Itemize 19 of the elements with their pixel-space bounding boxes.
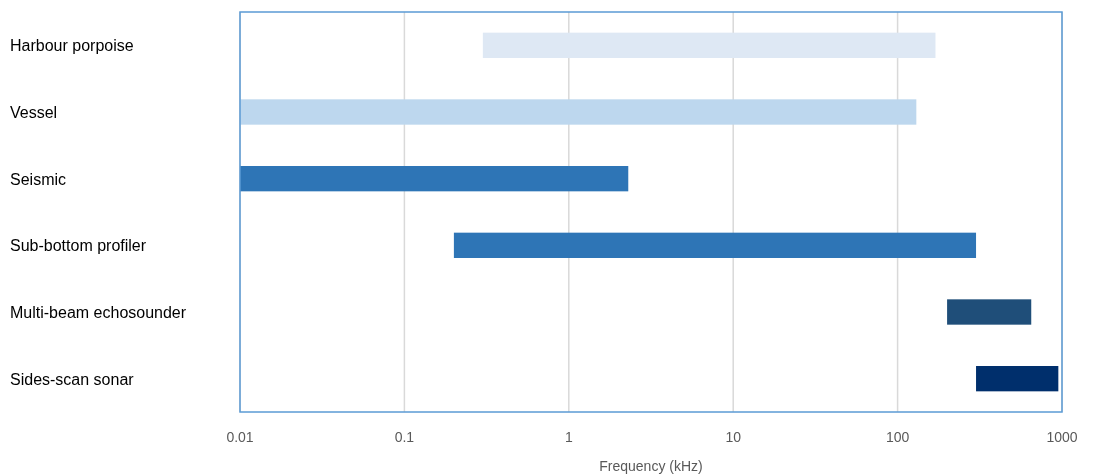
x-tick-label: 0.01 [226, 429, 254, 445]
bar [482, 32, 936, 58]
bar [240, 99, 917, 125]
y-tick-label: Harbour porpoise [10, 37, 134, 55]
y-tick-label: Sub-bottom profiler [10, 237, 147, 255]
y-tick-label: Sides-scan sonar [10, 370, 135, 388]
x-tick-label: 10 [725, 429, 742, 445]
y-tick-label: Vessel [10, 104, 58, 121]
bar [947, 299, 1032, 325]
x-tick-label: 1 [564, 429, 573, 445]
bar [240, 166, 629, 192]
x-tick-label: 0.1 [394, 429, 415, 445]
bar [453, 232, 977, 258]
x-tick-label: 1000 [1046, 429, 1078, 445]
x-tick-label: 100 [885, 429, 910, 445]
y-tick-label: Seismic [10, 170, 67, 188]
x-axis-title: Frequency (kHz) [599, 458, 703, 474]
y-tick-label: Multi-beam echosounder [10, 304, 187, 321]
bar [976, 366, 1059, 392]
